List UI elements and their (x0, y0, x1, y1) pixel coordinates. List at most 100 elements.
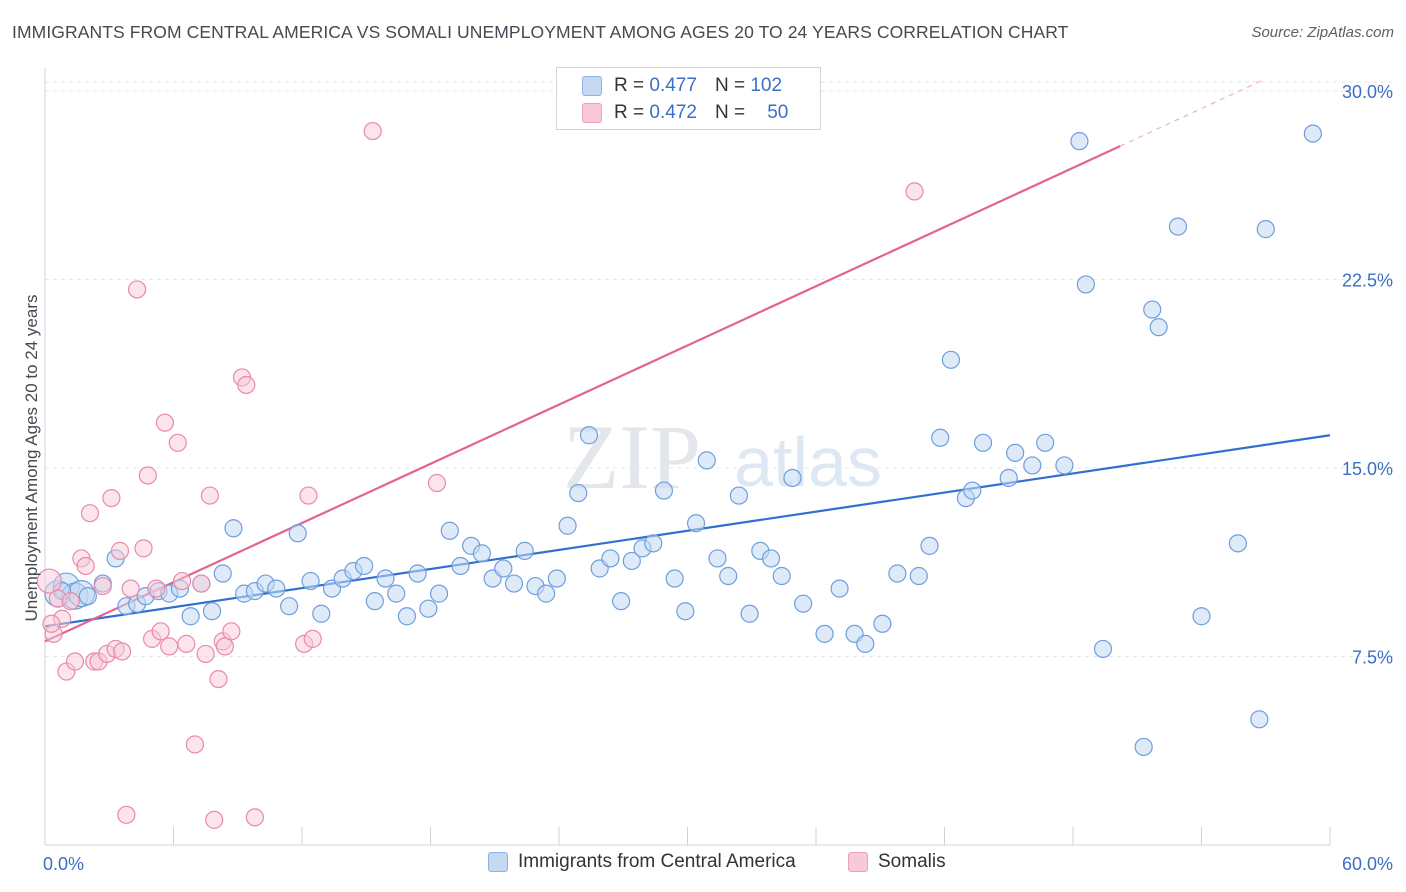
legend-swatch-pink (582, 103, 602, 123)
x-tick-label-min: 0.0% (43, 854, 84, 874)
series-legend: Immigrants from Central America Somalis (0, 851, 1406, 877)
legend-r-value-blue: 0.477 (649, 75, 697, 96)
trend-lines (44, 80, 1331, 643)
data-point-central-america (665, 569, 684, 588)
data-point-central-america (931, 428, 950, 447)
data-point-somalis (61, 592, 80, 611)
data-point-somalis (205, 810, 224, 829)
data-point-central-america (569, 483, 588, 503)
data-point-central-america (312, 604, 331, 623)
data-point-central-america (612, 592, 631, 611)
data-point-central-america (888, 564, 907, 583)
data-point-somalis (363, 121, 382, 141)
watermark-atlas: atlas (734, 423, 882, 501)
data-point-somalis (215, 637, 234, 656)
data-point-central-america (1143, 300, 1162, 319)
axis-labels: 7.5% 15.0% 22.5% 30.0% 0.0% 60.0% Unemployment… (22, 82, 1393, 874)
data-point-central-america (267, 579, 286, 598)
data-point-central-america (973, 433, 993, 452)
data-point-central-america (654, 481, 674, 500)
data-point-central-america (515, 541, 534, 560)
data-point-central-america (909, 566, 928, 586)
data-point-central-america (355, 556, 374, 576)
data-point-central-america (830, 579, 849, 598)
data-point-central-america (815, 624, 834, 643)
data-point-central-america (1192, 607, 1211, 626)
legend-label-central-america: Immigrants from Central America (518, 851, 796, 872)
data-point-somalis (110, 541, 130, 560)
data-point-central-america (472, 544, 491, 563)
legend-n-value-blue: 102 (750, 75, 783, 96)
axes (44, 68, 1331, 846)
legend-row-somalis: R = 0.472 N = 50 (582, 100, 788, 126)
data-point-somalis (76, 556, 95, 576)
data-point-somalis (237, 375, 256, 395)
data-point-central-america (440, 521, 459, 540)
data-point-central-america (408, 564, 427, 583)
data-point-somalis (172, 571, 192, 591)
data-point-central-america (783, 468, 802, 488)
series-somalis (36, 121, 924, 829)
data-point-central-america (419, 599, 438, 618)
data-point-central-america (451, 556, 470, 576)
data-point-somalis (138, 466, 157, 485)
data-point-central-america (365, 592, 384, 611)
data-point-central-america (181, 607, 200, 626)
data-point-central-america (224, 519, 243, 538)
data-point-central-america (494, 559, 513, 578)
data-point-somalis (65, 652, 85, 671)
data-point-central-america (429, 584, 449, 603)
data-point-central-america (676, 602, 695, 621)
data-point-somalis (427, 473, 447, 493)
data-point-somalis (80, 504, 100, 523)
gridlines (45, 81, 1395, 657)
data-point-central-america (504, 574, 524, 593)
data-point-somalis (196, 644, 215, 664)
data-point-central-america (1006, 443, 1025, 462)
legend-label-somalis: Somalis (878, 851, 946, 872)
data-point-central-america (1256, 220, 1275, 239)
data-point-central-america (1168, 217, 1188, 236)
data-point-central-america (697, 451, 716, 470)
source-label: Source: ZipAtlas.com (1251, 24, 1394, 41)
legend-row-central-america: R = 0.477 N = 102 (582, 73, 782, 99)
data-point-central-america (376, 569, 395, 588)
data-point-somalis (151, 622, 170, 641)
legend-swatch-blue (582, 76, 602, 96)
data-point-central-america (708, 549, 727, 568)
legend-swatch-pink (848, 852, 868, 872)
data-point-somalis (42, 614, 61, 633)
data-point-central-america (941, 350, 961, 369)
data-point-somalis (117, 805, 136, 824)
y-axis-label: Unemployment Among Ages 20 to 24 years (22, 295, 41, 622)
data-point-somalis (36, 568, 62, 594)
data-point-somalis (134, 539, 153, 558)
data-point-somalis (209, 669, 228, 689)
data-point-central-america (1093, 639, 1113, 659)
data-point-central-america (280, 597, 299, 616)
data-point-central-america (719, 566, 738, 586)
data-point-somalis (245, 808, 264, 827)
data-point-central-america (78, 587, 97, 606)
data-point-somalis (160, 637, 179, 656)
legend-n-label: N = (714, 75, 746, 96)
data-point-somalis (192, 574, 211, 593)
legend-item-central-america[interactable]: Immigrants from Central America (488, 851, 796, 873)
data-point-central-america (644, 534, 663, 553)
data-point-central-america (1055, 456, 1074, 475)
data-point-somalis (147, 579, 166, 598)
data-point-somalis (155, 413, 175, 432)
data-point-somalis (127, 280, 147, 299)
data-point-central-america (547, 569, 566, 588)
y-tick-label: 22.5% (1342, 270, 1393, 290)
data-point-central-america (772, 566, 791, 586)
data-point-central-america (213, 564, 232, 583)
data-point-somalis (905, 182, 924, 201)
data-point-somalis (168, 433, 187, 452)
data-point-central-america (1228, 534, 1248, 553)
data-point-somalis (177, 634, 196, 653)
legend-item-somalis[interactable]: Somalis (848, 851, 946, 873)
data-point-central-america (397, 607, 417, 626)
data-point-central-america (558, 516, 577, 535)
